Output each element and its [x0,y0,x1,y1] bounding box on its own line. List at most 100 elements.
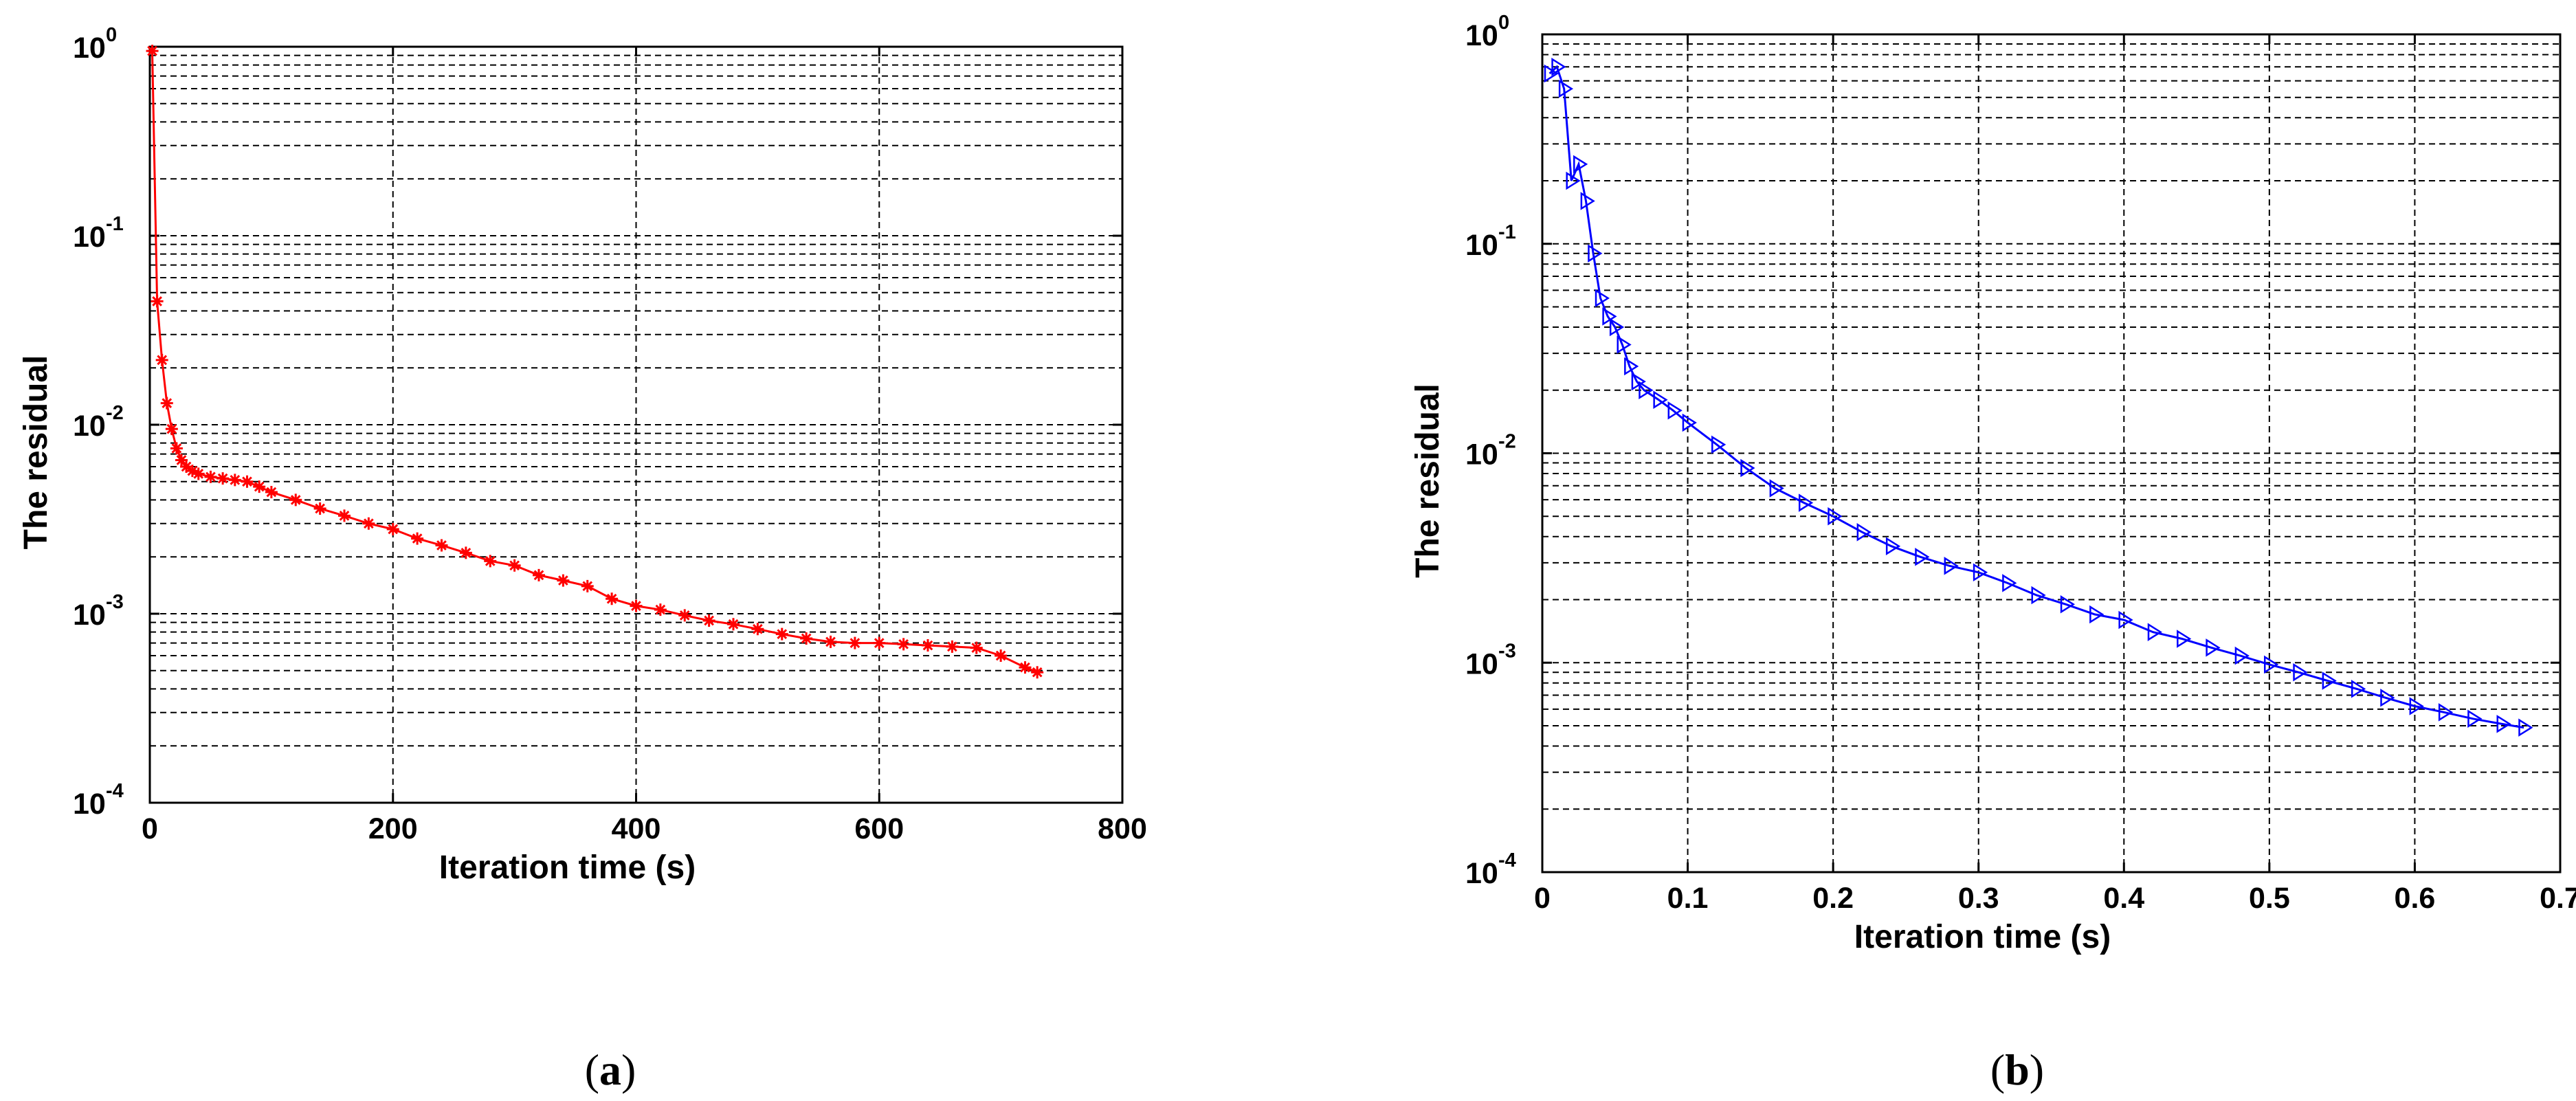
data-point [2060,595,2076,614]
data-point [2177,630,2192,648]
panel-label: (a) [585,1045,636,1094]
data-point [1856,523,1872,542]
data-point [654,603,667,616]
series-line [1548,65,2524,729]
x-tick-label: 0.2 [1812,882,1854,915]
data-point [2264,655,2279,674]
x-axis-label: Iteration time (s) [439,849,696,886]
data-point [2438,703,2454,722]
y-tick-exponent: -3 [106,591,124,613]
data-point [1667,401,1683,420]
data-point [727,618,740,631]
data-point [180,460,193,474]
data-point [2089,605,2105,624]
data-point [192,467,205,480]
panel-label-paren-close: ) [621,1045,636,1094]
data-point [1711,435,1726,454]
data-point [2409,697,2424,715]
data-point [253,480,266,493]
data-point [435,539,448,552]
data-point [970,641,983,654]
y-tick-exponent: -2 [1498,431,1516,453]
data-point [1944,557,1959,575]
y-tick-exponent: 0 [106,24,117,46]
data-point [2234,646,2250,665]
data-point [1566,171,1581,190]
data-point [533,568,545,581]
y-axis-label: The residual [18,355,54,550]
data-point [2206,638,2221,657]
y-tick-exponent: 0 [1498,12,1509,34]
data-point [265,486,278,499]
data-point [581,579,594,592]
data-point [1573,155,1588,174]
y-tick-exponent: -4 [1498,849,1516,871]
data-point [411,532,424,545]
data-point [241,475,254,488]
x-tick-label: 200 [368,812,418,845]
data-point [362,517,375,530]
data-point [170,442,183,455]
y-tick-exponent: -3 [1498,640,1516,662]
data-point [2322,671,2337,690]
x-tick-label: 0.3 [1958,882,1999,915]
data-point [313,502,326,515]
data-point [1617,335,1632,354]
x-tick-label: 0.5 [2249,882,2290,915]
data-point [1595,289,1610,308]
data-point [1588,244,1603,263]
data-point [165,423,178,436]
y-tick-exponent: -2 [106,402,124,424]
data-point [155,353,168,366]
data-point [386,523,399,536]
data-point [459,546,472,559]
panel-label-letter: b [2005,1045,2030,1094]
data-point [800,632,813,645]
data-point [824,635,837,648]
data-point [751,623,764,636]
data-point [1798,493,1814,512]
x-tick-label: 0 [1534,882,1551,915]
x-tick-label: 800 [1098,812,1147,845]
panel-label-paren-close: ) [2030,1045,2044,1094]
data-point [1558,79,1574,98]
panel-label: (b) [1990,1045,2044,1094]
data-point [848,636,861,649]
y-tick-label: 10 [1465,19,1498,52]
data-point [175,454,188,467]
data-point [338,509,351,522]
data-point [1031,666,1044,679]
data-point [1740,458,1755,478]
data-point [1973,563,1988,582]
data-point [2118,610,2133,630]
x-tick-label: 400 [612,812,661,845]
data-point [873,636,886,649]
y-tick-exponent: -1 [106,213,124,235]
data-point [1580,192,1595,210]
data-point [1019,661,1032,674]
y-axis-label: The residual [1410,383,1446,578]
data-point [151,295,164,308]
data-point [484,555,497,568]
data-point [1682,413,1697,432]
data-point [2293,663,2308,682]
data-point [702,614,715,627]
data-point [2351,680,2366,698]
y-tick-label: 10 [73,221,106,254]
data-point [775,627,788,641]
panel-label-paren-open: ( [1990,1045,2005,1094]
data-point [946,640,959,653]
x-tick-label: 0.6 [2395,882,2436,915]
data-point [995,649,1008,663]
x-tick-label: 600 [854,812,904,845]
data-point [1769,479,1784,498]
y-tick-label: 10 [1465,229,1498,262]
data-point [678,609,691,622]
data-point [216,472,230,485]
data-point [228,474,241,487]
data-point [1828,507,1843,526]
data-point [2031,586,2046,605]
y-tick-label: 10 [1465,438,1498,471]
x-tick-label: 0 [142,812,158,845]
